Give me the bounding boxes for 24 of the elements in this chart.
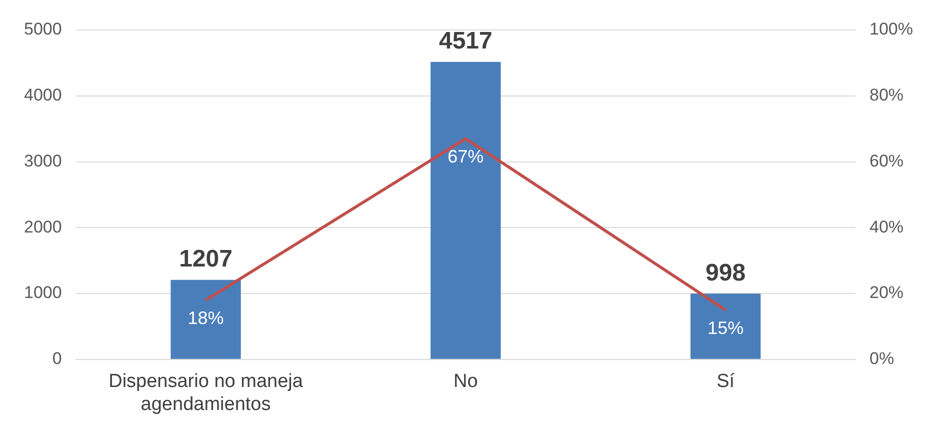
y2-tick-label: 100% [870,20,914,39]
y2-tick-label: 20% [870,283,904,302]
x-tick-label: Sí [716,371,736,392]
data-label: 18% [188,308,224,328]
y-tick-label: 5000 [24,20,62,39]
y-tick-label: 0 [52,349,62,368]
data-label: 4517 [438,27,492,54]
y2-tick-label: 0% [870,349,894,368]
x-tick-label: No [454,371,478,392]
data-label: 15% [708,318,744,338]
x-tick-label: Dispensario no maneja agendamientos [108,371,304,415]
data-label: 998 [706,259,746,286]
data-label: 67% [448,146,484,167]
bar [170,280,241,359]
y-tick-label: 2000 [24,217,62,236]
y-tick-label: 1000 [24,283,62,302]
y2-tick-label: 40% [870,217,904,236]
y2-tick-label: 80% [870,86,904,105]
data-label: 1207 [179,246,232,273]
y2-tick-label: 60% [870,151,904,170]
y-tick-label: 3000 [24,151,62,170]
bar [430,62,501,359]
y-tick-label: 4000 [24,86,62,105]
bar [690,294,761,359]
